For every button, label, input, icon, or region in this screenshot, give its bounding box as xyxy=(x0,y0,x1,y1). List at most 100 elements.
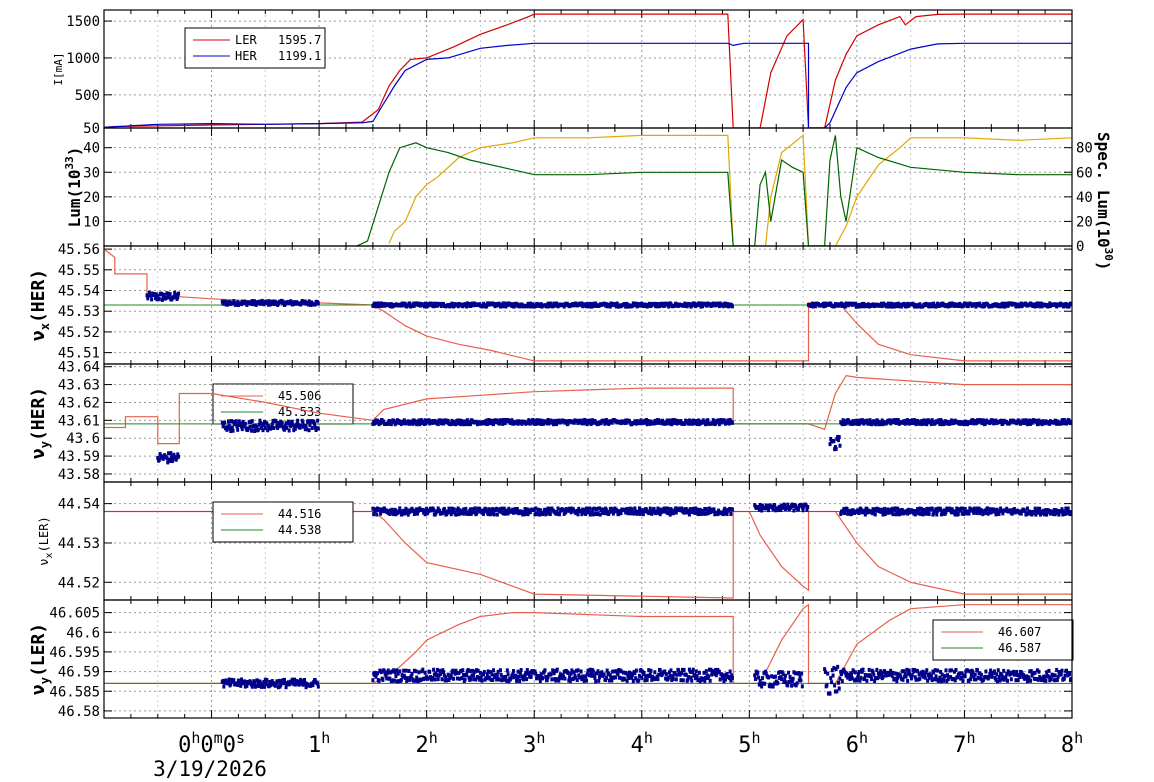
data-point xyxy=(449,512,453,517)
data-point xyxy=(979,676,983,681)
data-point xyxy=(273,302,277,307)
data-point xyxy=(650,677,654,682)
data-point xyxy=(915,510,919,515)
data-point xyxy=(1025,512,1029,517)
data-point xyxy=(296,422,300,427)
data-point xyxy=(608,673,612,678)
data-point xyxy=(881,512,885,517)
data-point xyxy=(379,670,383,675)
data-point xyxy=(439,303,443,308)
data-point xyxy=(611,511,615,516)
data-point xyxy=(574,675,578,680)
data-point xyxy=(952,676,956,681)
data-point xyxy=(972,677,976,682)
data-point xyxy=(968,669,972,674)
data-point xyxy=(389,678,393,683)
data-point xyxy=(781,672,785,677)
data-point xyxy=(289,424,293,429)
data-point xyxy=(942,678,946,683)
data-point xyxy=(1053,673,1057,678)
data-point xyxy=(630,675,634,680)
data-point xyxy=(254,684,258,689)
data-point xyxy=(996,509,1000,514)
data-point xyxy=(296,681,300,686)
data-point xyxy=(1069,421,1072,426)
data-point xyxy=(469,511,473,516)
data-point xyxy=(461,511,465,516)
data-point xyxy=(930,506,934,511)
data-point xyxy=(976,668,980,673)
data-point xyxy=(690,669,694,674)
data-point xyxy=(572,420,576,425)
data-point xyxy=(1025,422,1029,427)
data-point xyxy=(958,671,962,676)
data-point xyxy=(974,677,978,682)
data-point xyxy=(488,418,492,423)
data-point xyxy=(417,418,421,423)
data-point xyxy=(770,674,774,679)
data-point xyxy=(309,683,313,688)
data-point xyxy=(852,669,856,674)
data-point xyxy=(602,672,606,677)
data-point xyxy=(838,676,842,681)
y2-tick-label: 80 xyxy=(1076,141,1093,157)
data-point xyxy=(886,301,890,306)
data-point xyxy=(704,506,708,511)
data-point xyxy=(581,507,585,512)
data-point xyxy=(619,669,623,674)
data-point xyxy=(853,301,857,306)
data-point xyxy=(575,508,579,513)
data-point xyxy=(604,678,608,683)
data-point xyxy=(856,675,860,680)
data-point xyxy=(982,677,986,682)
data-point xyxy=(962,420,966,425)
data-point xyxy=(500,506,504,511)
data-point xyxy=(710,421,714,426)
data-point xyxy=(797,507,801,512)
data-point xyxy=(484,421,488,426)
data-point xyxy=(694,669,698,674)
data-point xyxy=(720,674,724,679)
data-point xyxy=(1042,508,1046,513)
data-point xyxy=(680,671,684,676)
legend-value: 46.587 xyxy=(998,641,1041,655)
data-point xyxy=(538,508,542,513)
data-point xyxy=(547,421,551,426)
data-point xyxy=(994,418,998,423)
data-point xyxy=(716,512,720,517)
data-point xyxy=(1065,668,1069,673)
data-point xyxy=(309,302,313,307)
data-point xyxy=(938,675,942,680)
data-point xyxy=(492,668,496,673)
data-point xyxy=(838,443,842,448)
series-line-1 xyxy=(104,248,1072,362)
data-point xyxy=(173,290,177,295)
data-point xyxy=(794,683,798,688)
data-point xyxy=(1037,510,1041,515)
data-point xyxy=(948,301,952,306)
data-point xyxy=(727,676,731,681)
data-point xyxy=(443,509,447,514)
y-tick-label: 46.6 xyxy=(66,625,100,641)
data-point xyxy=(769,684,773,689)
data-point xyxy=(727,421,731,426)
data-point xyxy=(879,509,883,514)
data-point xyxy=(658,512,662,517)
data-point xyxy=(833,689,837,694)
series-line-1 xyxy=(104,510,1072,599)
data-point xyxy=(563,676,567,681)
data-point xyxy=(839,669,843,674)
data-point xyxy=(385,676,389,681)
data-point xyxy=(904,674,908,679)
data-point xyxy=(571,676,575,681)
x-tick-label: 7h xyxy=(953,729,975,758)
data-point xyxy=(785,505,789,510)
data-point xyxy=(949,510,953,515)
data-point xyxy=(544,674,548,679)
data-point xyxy=(281,299,285,304)
data-point xyxy=(764,503,768,508)
data-point xyxy=(648,421,652,426)
data-point xyxy=(544,512,548,517)
data-point xyxy=(399,677,403,682)
data-point xyxy=(859,420,863,425)
